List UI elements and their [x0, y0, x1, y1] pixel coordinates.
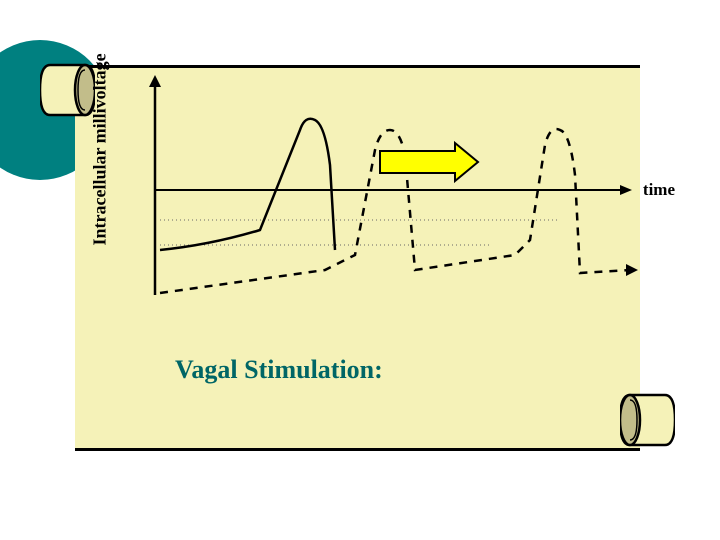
solid-waveform — [160, 119, 335, 250]
waveform-chart — [130, 75, 640, 325]
scroll-panel: Intracellular millivoltage time Vagal St… — [45, 65, 670, 445]
diagram-caption: Vagal Stimulation: — [175, 355, 383, 385]
x-axis-arrowhead — [620, 185, 632, 195]
scroll-roll-top-left — [40, 55, 95, 125]
scroll-roll-bottom-right — [620, 385, 675, 455]
shift-arrow-icon — [380, 143, 478, 181]
dashed-waveform-arrowhead — [626, 264, 638, 276]
x-axis-label: time — [643, 180, 675, 200]
y-axis-label: Intracellular millivoltage — [90, 53, 111, 245]
y-axis-arrowhead — [149, 75, 161, 87]
